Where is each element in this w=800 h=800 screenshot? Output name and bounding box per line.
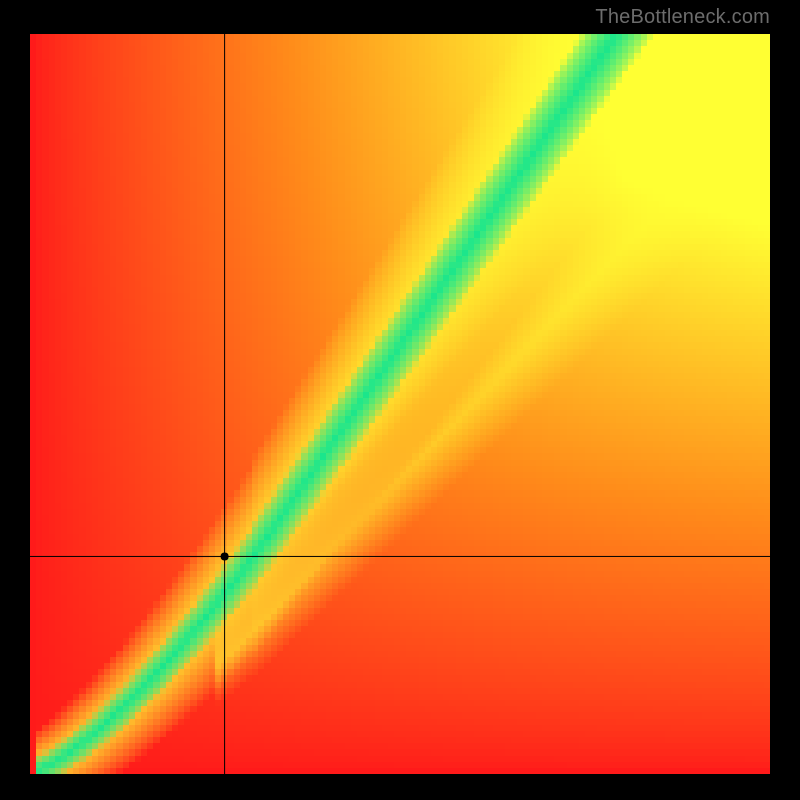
heatmap-canvas <box>30 34 770 774</box>
heatmap-plot <box>30 34 770 774</box>
watermark-text: TheBottleneck.com <box>595 6 770 29</box>
